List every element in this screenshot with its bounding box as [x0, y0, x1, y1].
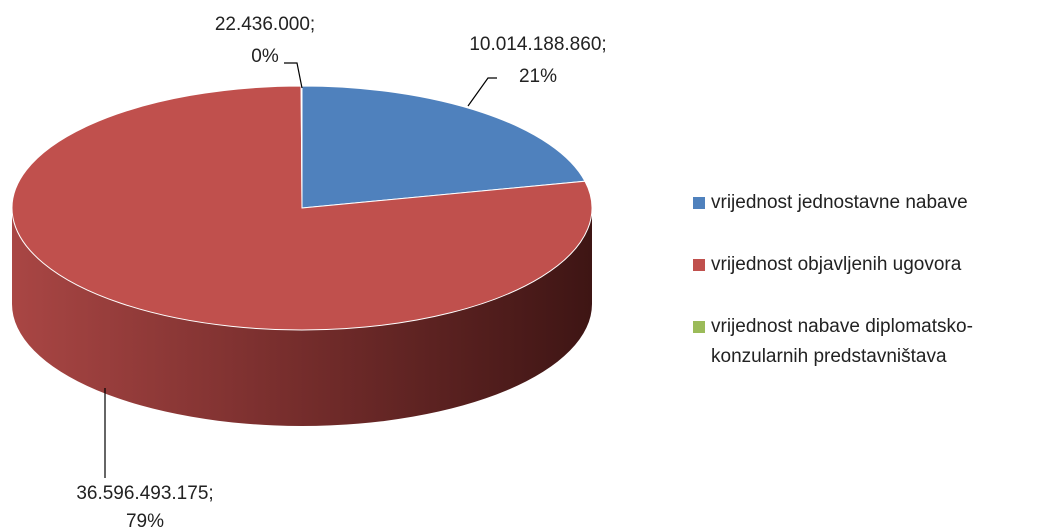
- legend-label: vrijednost jednostavne nabave: [711, 192, 968, 213]
- data-label: 36.596.493.175;: [76, 483, 213, 504]
- legend-item: vrijednost jednostavne nabave: [693, 188, 1053, 218]
- slice-side: [12, 208, 592, 426]
- legend-swatch: [693, 197, 705, 209]
- legend-swatch: [693, 259, 705, 271]
- legend-swatch: [693, 321, 705, 333]
- leader-line: [467, 77, 497, 107]
- legend: vrijednost jednostavne nabave vrijednost …: [693, 188, 1053, 404]
- legend-item: vrijednost objavljenih ugovora: [693, 250, 1053, 280]
- leader-line: [284, 62, 303, 89]
- legend-label: vrijednost objavljenih ugovora: [711, 254, 962, 275]
- legend-item: vrijednost nabave diplomatsko-konzularni…: [693, 312, 1053, 372]
- data-label: 21%: [519, 66, 557, 87]
- data-label: 79%: [126, 511, 164, 531]
- data-label: 10.014.188.860;: [469, 34, 606, 55]
- data-label: 0%: [251, 46, 279, 67]
- legend-label: vrijednost nabave diplomatsko-konzularni…: [711, 316, 973, 367]
- slice: [301, 85, 586, 209]
- data-label: 22.436.000;: [215, 14, 315, 35]
